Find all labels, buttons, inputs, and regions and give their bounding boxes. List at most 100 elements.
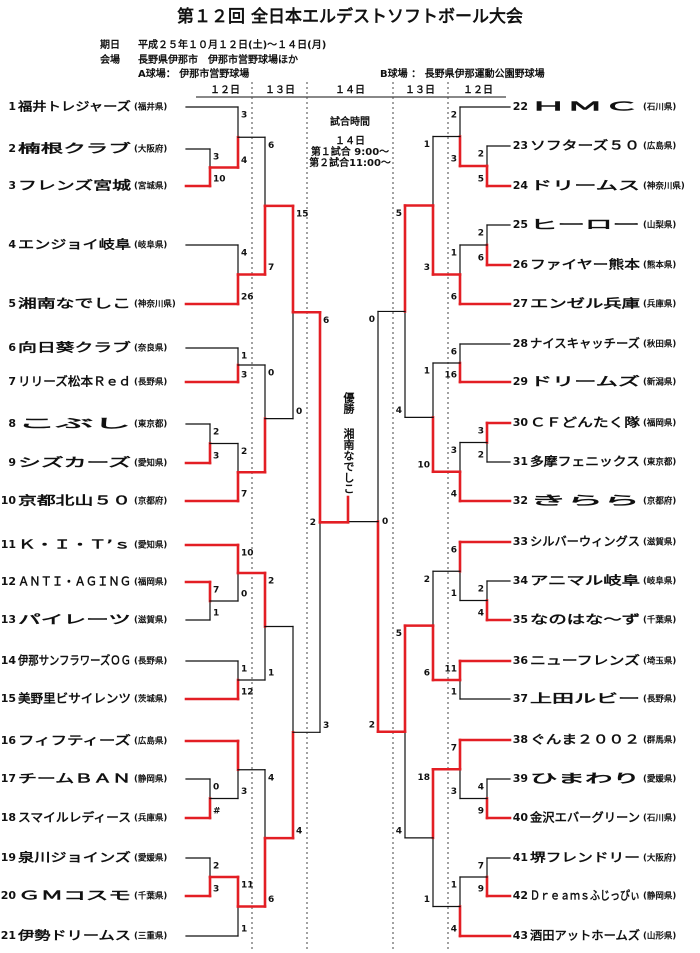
- team-number: 10: [1, 494, 17, 507]
- score: 3: [213, 885, 219, 895]
- score: 4: [396, 826, 402, 836]
- team-number: 12: [1, 575, 16, 588]
- info-label: 会場: [100, 53, 120, 66]
- team-name: 多摩フェニックス: [530, 454, 640, 469]
- team-number: 40: [513, 811, 529, 824]
- team-name: 泉川ジョインズ: [18, 850, 131, 865]
- score: 10: [241, 549, 254, 559]
- team-pref: (熊本県): [643, 260, 676, 271]
- team-pref: (大阪府): [643, 853, 676, 864]
- team-name: ＣＦどんたく隊: [530, 415, 641, 430]
- champion-team: 湘南なでしこ: [342, 427, 355, 494]
- team-number: 32: [513, 494, 528, 507]
- title: 第１２回 全日本エルデストソフトボール大会: [177, 6, 523, 27]
- score: 0: [213, 783, 219, 793]
- team-number: 18: [1, 811, 16, 824]
- team-name: フィフティーズ: [18, 733, 131, 748]
- score: 2: [478, 229, 484, 239]
- team-pref: (東京都): [134, 419, 167, 430]
- team-name: パイレーツ: [18, 613, 131, 627]
- schedule: １４日: [335, 135, 365, 147]
- team-name: エンゼル兵庫: [530, 296, 640, 311]
- team-pref: (茨城県): [134, 694, 167, 705]
- score: 0: [268, 369, 274, 379]
- team-name: アニマル岐阜: [530, 573, 640, 588]
- score: 5: [478, 175, 484, 185]
- score: 0: [296, 407, 302, 417]
- team-name: 堺フレンドリー: [530, 850, 640, 865]
- info-text: 平成２５年１０月１２日(土)～１４日(月): [138, 38, 326, 51]
- team-name: 金沢エバーグリーン: [529, 810, 640, 825]
- score: 5: [396, 209, 402, 219]
- score: 2: [310, 518, 316, 528]
- score: 2: [478, 585, 484, 595]
- score: 4: [451, 925, 457, 935]
- team-name: 酒田アットホームズ: [530, 928, 640, 943]
- team-name: 福井トレジャーズ: [17, 99, 131, 114]
- score: 1: [451, 249, 457, 259]
- team-pref: (兵庫県): [643, 299, 676, 310]
- score: 4: [296, 827, 302, 837]
- team-pref: (山形県): [643, 931, 676, 942]
- score: 7: [268, 263, 274, 273]
- score: 2: [369, 720, 375, 730]
- team-number: 29: [513, 375, 528, 388]
- score: 1: [451, 881, 457, 891]
- score: 4: [268, 773, 274, 783]
- score: 2: [241, 447, 247, 457]
- score: 3: [451, 787, 457, 797]
- team-pref: (静岡県): [134, 774, 167, 785]
- team-number: 36: [513, 654, 529, 667]
- team-name: ナイスキャッチーズ: [530, 336, 640, 351]
- score: 2: [451, 111, 457, 121]
- team-pref: (宮城県): [134, 181, 167, 192]
- champion-label: 優勝: [342, 391, 356, 415]
- team-pref: (京都府): [643, 496, 676, 507]
- team-name: 湘南なでしこ: [18, 296, 131, 311]
- team-number: 24: [513, 179, 529, 192]
- team-number: 14: [1, 654, 17, 667]
- team-pref: (三重県): [134, 931, 167, 942]
- score: 3: [241, 371, 247, 381]
- team-name: ＧＭコスモ: [18, 889, 131, 903]
- score: 7: [451, 744, 457, 754]
- team-pref: (千葉県): [134, 891, 167, 902]
- team-name: 伊勢ドリームス: [17, 928, 131, 943]
- team-number: 9: [8, 456, 16, 469]
- team-number: 35: [513, 613, 528, 626]
- score: 6: [268, 895, 274, 905]
- team-pref: (滋賀県): [134, 615, 167, 626]
- day-dividers: [251, 82, 449, 950]
- score: 1: [451, 589, 457, 599]
- team-number: 37: [513, 692, 528, 705]
- team-name: フレンズ宮城: [18, 178, 131, 193]
- score: 6: [323, 316, 329, 326]
- team-pref: (神奈川県): [134, 299, 176, 310]
- score: 12: [241, 688, 254, 698]
- team-number: 22: [513, 100, 528, 113]
- score: 6: [451, 546, 457, 556]
- score: 4: [241, 249, 247, 259]
- score: 9: [478, 885, 484, 895]
- team-pref: (石川県): [643, 102, 676, 113]
- team-name: Ｄｒｅａｍｓふじっぴぃ: [530, 889, 640, 903]
- score: 2: [268, 577, 274, 587]
- score: 10: [417, 460, 430, 470]
- score: 5: [396, 629, 402, 639]
- score: 0: [369, 315, 375, 325]
- score: 3: [241, 787, 247, 797]
- team-name: リリーズ松本Ｒｅｄ: [18, 374, 131, 389]
- team-name: 京都北山５０: [18, 493, 131, 508]
- team-pref: (静岡県): [643, 891, 676, 902]
- team-number: 31: [513, 455, 528, 468]
- team-number: 23: [513, 139, 528, 152]
- team-pref: (広島県): [134, 736, 167, 747]
- score: 4: [396, 406, 402, 416]
- team-pref: (滋賀県): [643, 537, 676, 548]
- team-pref: (神奈川県): [643, 181, 685, 192]
- team-pref: (長野県): [134, 377, 167, 388]
- team-name: ドリームズ: [530, 374, 640, 389]
- team-number: 6: [8, 341, 16, 354]
- team-number: 41: [513, 851, 528, 864]
- team-number: 34: [513, 574, 529, 587]
